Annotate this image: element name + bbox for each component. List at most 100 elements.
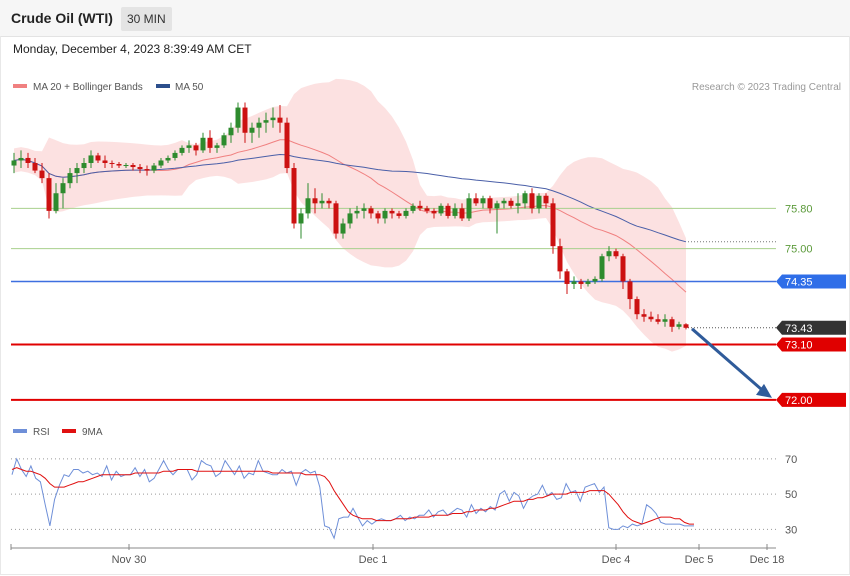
candle-body: [403, 210, 409, 216]
candle-body: [221, 135, 227, 146]
candle-body: [284, 122, 290, 169]
candle-body: [200, 137, 206, 151]
candle: [459, 203, 465, 221]
candle: [543, 193, 549, 209]
candle: [81, 157, 87, 174]
candle-body: [298, 213, 304, 224]
candle: [263, 112, 269, 133]
candlesticks: [11, 102, 689, 332]
candle: [102, 155, 108, 169]
candle: [312, 188, 318, 214]
candle: [634, 296, 640, 320]
candle: [39, 163, 45, 184]
candle-body: [522, 193, 528, 204]
candle-body: [620, 256, 626, 282]
candle: [662, 314, 668, 327]
level-label: 72.00: [785, 395, 813, 407]
candle-body: [81, 163, 87, 169]
rsi-line: [11, 457, 694, 540]
candle: [130, 163, 136, 171]
candle: [46, 173, 52, 219]
ma20-legend-label: MA 20 + Bollinger Bands: [33, 82, 143, 93]
candle-body: [543, 195, 549, 204]
level-lines: 75.80 75.00 74.35 73.43 73.10 72.00: [11, 203, 846, 407]
candle: [242, 102, 248, 143]
candle: [515, 193, 521, 214]
level-tag: [776, 320, 846, 335]
candle: [32, 157, 38, 174]
candle-body: [39, 170, 45, 179]
candle-body: [564, 271, 570, 284]
candle: [361, 203, 367, 219]
candle-body: [592, 278, 598, 282]
candle: [326, 198, 332, 209]
candle-body: [487, 198, 493, 209]
candle-body: [445, 205, 451, 216]
candle-body: [424, 208, 430, 211]
candle-body: [74, 168, 80, 174]
candle: [270, 107, 276, 128]
candle: [298, 208, 304, 239]
ma20-swatch: [13, 84, 27, 88]
candle-body: [165, 157, 171, 161]
candle-body: [641, 314, 647, 317]
candle-body: [347, 213, 353, 224]
timeframe-button[interactable]: 30 MIN: [121, 7, 172, 31]
candle: [207, 130, 213, 153]
legend-rsi: RSI 9MA: [13, 427, 103, 438]
candle: [200, 132, 206, 153]
candle-body: [158, 160, 164, 166]
candle-body: [508, 200, 514, 206]
candle: [613, 248, 619, 259]
candle-body: [585, 281, 591, 284]
candle-body: [557, 246, 563, 272]
legend-ma20: MA 20 + Bollinger Bands: [13, 82, 143, 93]
candle: [466, 193, 472, 221]
rsi-ma-legend-label: 9MA: [82, 427, 103, 438]
candle: [564, 268, 570, 295]
candle-body: [613, 251, 619, 257]
candle: [249, 122, 255, 143]
candle: [284, 117, 290, 174]
candle-body: [179, 147, 185, 153]
candle: [60, 178, 66, 209]
candle: [109, 160, 115, 169]
candle: [95, 152, 101, 163]
candle-body: [466, 198, 472, 219]
candle-body: [130, 165, 136, 168]
level-tag: [776, 274, 846, 289]
credit: Research © 2023 Trading Central: [692, 82, 841, 93]
candle: [424, 205, 430, 214]
candle: [676, 321, 682, 330]
candle-body: [431, 210, 437, 214]
candle: [641, 309, 647, 322]
candle: [186, 140, 192, 153]
candle-body: [662, 319, 668, 322]
candle-body: [634, 299, 640, 315]
candle-body: [473, 198, 479, 204]
rsi-tick-label: 50: [785, 489, 797, 501]
candle: [571, 276, 577, 289]
candle: [256, 117, 262, 138]
arrow-head: [756, 383, 772, 398]
candle-body: [18, 157, 24, 161]
candle: [144, 165, 150, 176]
candle: [417, 200, 423, 211]
candle: [396, 210, 402, 219]
x-tick-label: Dec 18: [750, 554, 785, 566]
candle-body: [606, 251, 612, 257]
ma50-swatch: [156, 84, 170, 88]
candle-body: [599, 256, 605, 279]
candle-body: [137, 167, 143, 170]
candle-body: [32, 163, 38, 171]
candle-body: [480, 198, 486, 204]
candle: [473, 193, 479, 206]
candle-body: [452, 208, 458, 216]
candle-body: [326, 200, 332, 204]
rsi-panel: 70 50 30: [11, 454, 797, 540]
candle: [501, 198, 507, 209]
candle-body: [109, 163, 115, 165]
candle-body: [375, 213, 381, 219]
candle: [389, 208, 395, 219]
